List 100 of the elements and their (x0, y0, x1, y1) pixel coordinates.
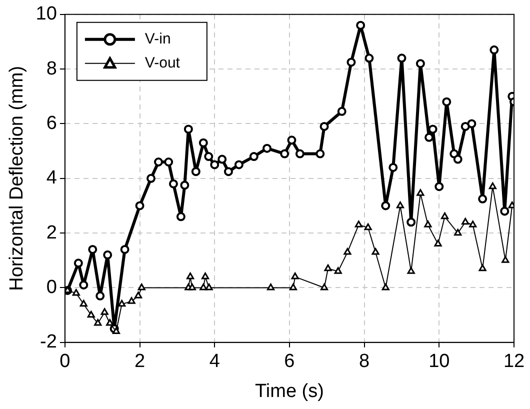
point (337, 106, 346, 116)
point (291, 272, 299, 280)
point (289, 283, 297, 290)
point (320, 283, 328, 290)
x-tick-label: 4 (209, 351, 220, 372)
point (80, 300, 88, 307)
point (134, 292, 142, 298)
point (184, 124, 193, 134)
point (454, 228, 462, 236)
point (138, 283, 146, 290)
point (188, 283, 196, 290)
point (434, 240, 442, 246)
point (372, 248, 380, 255)
point (502, 256, 510, 263)
point (356, 20, 366, 30)
legend-label: V-in (144, 30, 171, 48)
point (103, 250, 112, 260)
point (469, 220, 477, 228)
point (198, 138, 208, 148)
point (344, 248, 352, 255)
point (467, 119, 476, 128)
y-tick-label: 4 (46, 168, 58, 189)
point (428, 124, 438, 134)
point (388, 162, 398, 172)
point (500, 206, 510, 216)
point (442, 97, 452, 106)
point (176, 212, 186, 222)
point (201, 272, 210, 280)
point (191, 167, 200, 176)
y-tick-label: -2 (40, 332, 57, 353)
x-tick-label: 10 (428, 351, 450, 372)
point (453, 154, 462, 164)
point (164, 158, 174, 166)
point (249, 152, 258, 162)
point (88, 244, 98, 254)
point (488, 182, 496, 190)
x-tick-label: 2 (134, 351, 146, 372)
point (72, 288, 80, 296)
point (118, 300, 126, 307)
point (262, 144, 272, 153)
point (135, 201, 144, 210)
x-axis-title: Time (s) (254, 380, 324, 402)
point (381, 201, 390, 210)
point (440, 212, 449, 220)
point (79, 280, 88, 290)
point (460, 122, 470, 131)
point (416, 59, 425, 68)
point (397, 54, 406, 63)
point (120, 244, 130, 254)
point (224, 167, 233, 176)
point (168, 179, 178, 188)
x-tick-label: 12 (503, 351, 525, 372)
y-tick-label: 0 (46, 276, 57, 298)
point (96, 291, 105, 300)
point (266, 283, 275, 290)
point (478, 194, 488, 204)
point (180, 180, 190, 190)
y-tick-label: 8 (46, 58, 57, 80)
point (490, 45, 499, 54)
point (112, 327, 120, 334)
point (396, 201, 404, 208)
point (100, 308, 108, 315)
point (364, 54, 374, 63)
point (364, 223, 372, 230)
point (280, 149, 290, 158)
point (287, 136, 296, 145)
point (354, 220, 362, 228)
point (407, 267, 415, 274)
point (406, 218, 416, 227)
point (434, 182, 444, 192)
point (346, 58, 356, 67)
y-axis-title: Horizontal Deflection (mm) (6, 66, 28, 291)
point (146, 174, 156, 183)
point (234, 160, 244, 170)
point (416, 189, 424, 196)
y-tick-label: 2 (46, 222, 57, 244)
point (186, 272, 194, 280)
point (210, 160, 220, 170)
legend-label: V-out (144, 54, 181, 72)
point (204, 152, 214, 162)
point (205, 283, 213, 290)
point (478, 264, 486, 272)
point (424, 220, 432, 228)
point (382, 283, 390, 290)
point (462, 218, 470, 225)
x-tick-label: 8 (359, 351, 370, 372)
point (320, 122, 329, 131)
x-tick-label: 0 (60, 351, 70, 372)
y-tick-label: 10 (36, 4, 57, 25)
point (87, 310, 95, 318)
point (94, 319, 102, 326)
point (128, 297, 136, 304)
point (316, 149, 325, 158)
point (218, 154, 227, 164)
point (74, 258, 83, 268)
point (295, 149, 304, 158)
x-tick-label: 6 (284, 351, 295, 372)
y-tick-label: 6 (46, 112, 57, 134)
point (334, 267, 342, 274)
point (154, 158, 163, 166)
